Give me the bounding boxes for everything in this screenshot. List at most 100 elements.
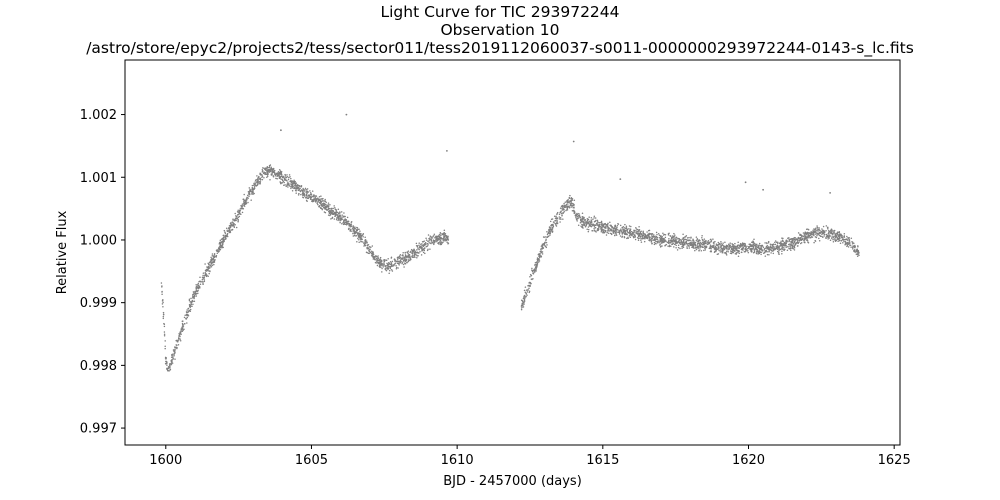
- data-point: [538, 260, 541, 262]
- data-point: [291, 190, 294, 192]
- data-point: [207, 275, 209, 278]
- data-point: [780, 248, 783, 250]
- data-point: [246, 194, 249, 197]
- data-point: [368, 252, 370, 255]
- data-point: [569, 194, 571, 197]
- data-point: [718, 246, 720, 248]
- data-point: [241, 203, 244, 205]
- data-point: [764, 250, 767, 253]
- data-point: [345, 113, 348, 116]
- data-point: [783, 242, 785, 245]
- data-point: [732, 246, 735, 249]
- data-point: [261, 178, 264, 181]
- data-point: [181, 322, 184, 325]
- data-point: [168, 369, 170, 372]
- data-point: [781, 250, 783, 253]
- data-point: [443, 229, 446, 231]
- data-point: [705, 247, 707, 249]
- data-point: [319, 199, 321, 202]
- data-point: [562, 218, 564, 220]
- data-point: [237, 211, 240, 213]
- data-point: [800, 241, 803, 244]
- data-point: [701, 234, 703, 237]
- data-point: [756, 250, 758, 253]
- data-point: [772, 245, 774, 247]
- data-point: [771, 243, 773, 246]
- data-point: [318, 205, 320, 208]
- data-point: [823, 233, 826, 236]
- data-point: [703, 240, 705, 243]
- data-point: [536, 262, 539, 264]
- data-point: [196, 290, 199, 292]
- data-point: [596, 224, 598, 226]
- data-point: [788, 239, 791, 242]
- data-point: [406, 261, 408, 263]
- data-point: [556, 213, 558, 215]
- data-point: [797, 242, 799, 244]
- data-point: [253, 182, 255, 185]
- data-point: [569, 204, 571, 207]
- data-point: [174, 352, 176, 354]
- data-point: [421, 249, 424, 252]
- data-point: [627, 231, 629, 234]
- data-point: [803, 241, 805, 243]
- data-point: [694, 246, 697, 249]
- data-point: [692, 244, 694, 247]
- data-point: [800, 234, 802, 236]
- data-point: [210, 262, 213, 265]
- data-point: [712, 242, 715, 244]
- data-point: [619, 224, 622, 227]
- data-point: [840, 233, 842, 235]
- data-point: [428, 239, 431, 241]
- data-point: [363, 245, 365, 247]
- data-point: [246, 196, 248, 199]
- data-point: [352, 235, 355, 237]
- data-point: [660, 234, 662, 237]
- data-point: [814, 228, 817, 231]
- data-point: [322, 206, 325, 209]
- data-point: [710, 240, 713, 242]
- data-point: [593, 228, 595, 230]
- data-point: [171, 354, 173, 357]
- data-point: [325, 201, 327, 204]
- data-point: [220, 245, 223, 248]
- data-point: [847, 246, 850, 248]
- data-point: [161, 290, 163, 293]
- data-point: [355, 234, 358, 237]
- data-point: [844, 240, 846, 243]
- data-point: [688, 247, 691, 249]
- data-point: [623, 232, 625, 234]
- data-point: [418, 244, 420, 246]
- data-point: [662, 232, 664, 235]
- data-point: [160, 282, 163, 284]
- data-point: [259, 177, 262, 180]
- data-point: [586, 221, 588, 224]
- data-point: [341, 214, 343, 216]
- data-point: [615, 233, 617, 235]
- data-point: [543, 236, 546, 238]
- y-tick-label: 1.002: [80, 108, 117, 123]
- data-point: [645, 235, 647, 238]
- data-point: [587, 230, 590, 233]
- data-point: [174, 349, 176, 352]
- data-point: [290, 186, 292, 188]
- data-point: [267, 168, 269, 171]
- data-point: [615, 234, 618, 236]
- data-point: [778, 249, 780, 252]
- data-point: [248, 191, 251, 194]
- data-point: [390, 268, 393, 271]
- data-point: [266, 175, 269, 177]
- data-point: [329, 210, 332, 213]
- data-point: [599, 221, 601, 224]
- data-point: [175, 346, 177, 349]
- data-point: [209, 270, 211, 272]
- data-point: [256, 181, 259, 183]
- data-point: [310, 194, 313, 196]
- data-point: [641, 237, 643, 240]
- data-point: [638, 232, 640, 235]
- data-point: [252, 190, 254, 192]
- data-point: [715, 246, 718, 249]
- data-point: [346, 222, 348, 225]
- data-point: [279, 173, 281, 176]
- data-point: [259, 181, 261, 184]
